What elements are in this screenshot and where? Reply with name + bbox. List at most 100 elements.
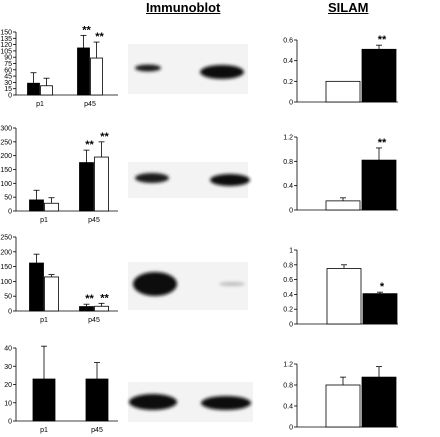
y-tick-label: 0.2 xyxy=(283,79,293,86)
y-tick-label: 0.2 xyxy=(283,307,293,314)
y-tick-label: 0 xyxy=(289,208,293,215)
silam-heading: SILAM xyxy=(328,0,369,15)
y-tick-label: 1.2 xyxy=(283,362,293,369)
blot-image-1 xyxy=(128,44,248,94)
y-tick-label: 0 xyxy=(289,425,293,432)
y-tick-label: 20 xyxy=(4,382,12,389)
bar xyxy=(40,85,53,96)
bar xyxy=(79,306,94,312)
bar xyxy=(79,162,94,212)
y-tick-label: 0.6 xyxy=(283,38,293,45)
blot-image-3 xyxy=(128,262,248,310)
y-tick-label: 40 xyxy=(4,346,12,353)
chart-7: 0 10 20 30 40 p1 p45 xyxy=(4,346,118,434)
y-tick-label: 0 xyxy=(8,309,12,316)
y-tick-label: 100 xyxy=(0,181,12,188)
y-tick-label: 30 xyxy=(4,80,12,87)
y-tick-label: 0 xyxy=(289,100,293,107)
y-tick-label: 10 xyxy=(4,400,12,407)
y-tick-label: 90 xyxy=(4,55,12,62)
chart-6: 0 0.2 0.4 0.6 0.8 1 * xyxy=(283,248,398,329)
significance-label: ** xyxy=(378,34,387,46)
bar xyxy=(361,376,397,428)
y-tick-label: 0.4 xyxy=(283,58,293,65)
category-label: p45 xyxy=(88,317,100,324)
y-tick-label: 0 xyxy=(8,209,12,216)
chart-4: 0 0.4 0.8 1.2 ** xyxy=(283,135,398,215)
bar xyxy=(325,80,361,103)
blot-image-4 xyxy=(128,382,253,422)
y-tick-label: 0 xyxy=(8,93,12,100)
significance-label: ** xyxy=(378,137,387,149)
bar xyxy=(77,47,90,96)
significance-label: ** xyxy=(100,292,109,304)
category-label: p1 xyxy=(40,317,48,324)
significance-label: ** xyxy=(85,293,94,305)
chart-2: 0 0.2 0.4 0.6 ** xyxy=(283,34,398,107)
bar xyxy=(29,262,44,312)
y-tick-label: 135 xyxy=(0,36,12,43)
y-tick-label: 0.4 xyxy=(283,292,293,299)
blot-image-2 xyxy=(128,162,250,198)
bar xyxy=(27,82,40,96)
category-label: p45 xyxy=(84,101,96,108)
bar xyxy=(361,159,397,211)
y-tick-label: 0.8 xyxy=(283,383,293,390)
y-tick-label: 45 xyxy=(4,74,12,81)
y-tick-label: 200 xyxy=(0,249,12,256)
y-tick-label: 0 xyxy=(8,419,12,426)
bar xyxy=(85,378,109,422)
bar xyxy=(29,199,44,212)
y-tick-label: 250 xyxy=(0,235,12,242)
y-tick-label: 0.4 xyxy=(283,404,293,411)
y-tick-label: 0.8 xyxy=(283,262,293,269)
category-label: p1 xyxy=(40,427,48,434)
y-tick-label: 150 xyxy=(0,167,12,174)
bar xyxy=(94,156,109,212)
bar xyxy=(90,57,103,96)
y-tick-label: 300 xyxy=(0,126,12,133)
bar xyxy=(94,305,109,312)
category-label: p45 xyxy=(88,217,100,224)
bar xyxy=(44,202,59,212)
y-tick-label: 250 xyxy=(0,139,12,146)
chart-5: 0 50 100 150 200 250 p1 p45 ** ** xyxy=(0,235,118,324)
y-tick-label: 0.4 xyxy=(283,183,293,190)
y-tick-label: 60 xyxy=(4,67,12,74)
y-tick-label: 30 xyxy=(4,364,12,371)
significance-label: * xyxy=(380,281,385,293)
y-tick-label: 200 xyxy=(0,153,12,160)
y-tick-label: 15 xyxy=(4,86,12,93)
y-tick-label: 1.2 xyxy=(283,135,293,142)
y-tick-label: 100 xyxy=(0,279,12,286)
bar xyxy=(362,293,398,325)
y-tick-label: 0 xyxy=(289,322,293,329)
chart-3: 0 50 100 150 200 250 300 p1 p45 ** ** xyxy=(0,126,118,224)
category-label: p45 xyxy=(91,427,103,434)
category-label: p1 xyxy=(36,101,44,108)
bar xyxy=(325,384,361,428)
y-tick-label: 1 xyxy=(289,248,293,255)
significance-label: ** xyxy=(82,24,91,36)
y-tick-label: 105 xyxy=(0,48,12,55)
bar xyxy=(44,276,59,312)
y-tick-label: 150 xyxy=(0,30,12,37)
y-tick-label: 50 xyxy=(4,294,12,301)
category-label: p1 xyxy=(40,217,48,224)
bar xyxy=(361,48,397,103)
bar xyxy=(325,200,361,211)
y-tick-label: 75 xyxy=(4,61,12,68)
bar xyxy=(32,378,56,422)
y-tick-label: 0.6 xyxy=(283,277,293,284)
y-tick-label: 150 xyxy=(0,264,12,271)
significance-label: ** xyxy=(100,131,109,143)
significance-label: ** xyxy=(85,139,94,151)
y-tick-label: 0.8 xyxy=(283,159,293,166)
immunoblot-heading: Immunoblot xyxy=(146,0,221,15)
y-tick-label: 120 xyxy=(0,42,12,49)
chart-8: 0 0.4 0.8 1.2 xyxy=(283,362,398,432)
y-tick-label: 50 xyxy=(4,195,12,202)
bar xyxy=(326,268,362,325)
